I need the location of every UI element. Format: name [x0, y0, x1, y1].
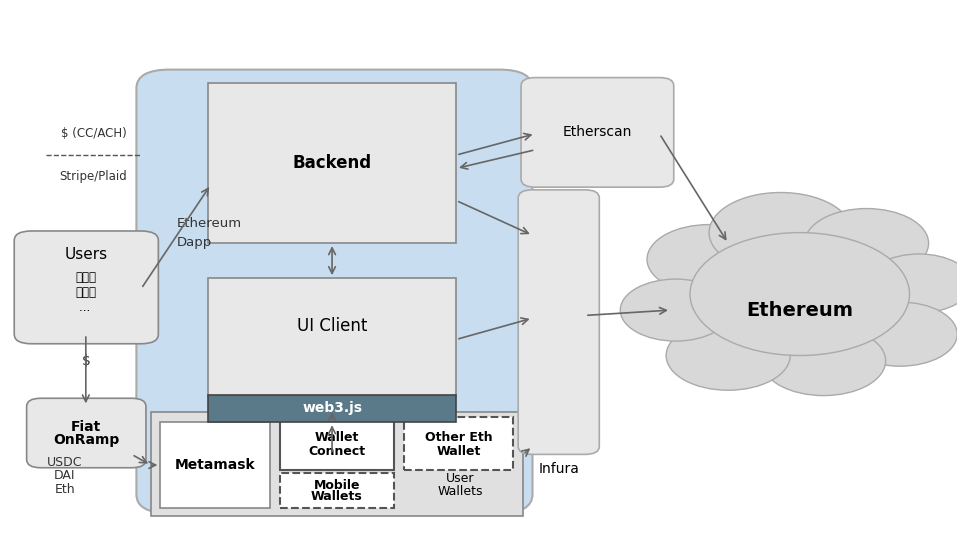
Circle shape — [843, 302, 957, 366]
FancyBboxPatch shape — [14, 231, 158, 344]
Text: Metamask: Metamask — [175, 458, 255, 472]
Text: Eth: Eth — [55, 483, 75, 496]
Text: web3.js: web3.js — [302, 401, 362, 415]
FancyBboxPatch shape — [160, 422, 270, 508]
FancyBboxPatch shape — [521, 78, 674, 187]
Text: Ethereum: Ethereum — [177, 217, 242, 230]
Text: Ethereum: Ethereum — [746, 301, 853, 320]
Text: Etherscan: Etherscan — [563, 125, 632, 139]
Text: Wallets: Wallets — [437, 485, 483, 498]
FancyBboxPatch shape — [279, 473, 395, 508]
Text: Infura: Infura — [539, 462, 579, 476]
Text: Stripe/Plaid: Stripe/Plaid — [60, 170, 128, 183]
Circle shape — [867, 254, 960, 313]
FancyBboxPatch shape — [136, 70, 533, 513]
Circle shape — [620, 279, 731, 341]
Text: Connect: Connect — [308, 444, 366, 458]
Text: Dapp: Dapp — [177, 235, 212, 248]
FancyBboxPatch shape — [208, 83, 456, 244]
FancyBboxPatch shape — [518, 190, 599, 454]
Circle shape — [761, 326, 886, 396]
Text: Mobile: Mobile — [314, 478, 360, 491]
FancyBboxPatch shape — [151, 411, 523, 516]
FancyBboxPatch shape — [208, 278, 456, 396]
Text: Wallet: Wallet — [437, 444, 481, 458]
Circle shape — [690, 233, 909, 355]
Text: Users: Users — [64, 247, 108, 262]
Text: USDC: USDC — [47, 456, 83, 469]
Text: 🧑🧑🧑
🧑🧑🧑
...: 🧑🧑🧑 🧑🧑🧑 ... — [76, 271, 97, 314]
Text: Fiat: Fiat — [71, 420, 102, 434]
Text: User: User — [445, 472, 474, 485]
Text: Backend: Backend — [293, 154, 372, 172]
Text: Wallet: Wallet — [315, 431, 359, 444]
Circle shape — [709, 192, 852, 273]
Circle shape — [666, 321, 790, 390]
Text: $: $ — [82, 354, 90, 368]
FancyBboxPatch shape — [403, 417, 514, 470]
Text: $ (CC/ACH): $ (CC/ACH) — [60, 127, 127, 140]
FancyBboxPatch shape — [27, 399, 146, 468]
Text: Wallets: Wallets — [311, 490, 363, 503]
Circle shape — [804, 208, 928, 278]
Text: OnRamp: OnRamp — [53, 434, 119, 448]
Circle shape — [647, 225, 771, 294]
Text: DAI: DAI — [54, 469, 76, 482]
Text: Other Eth: Other Eth — [424, 431, 492, 444]
FancyBboxPatch shape — [279, 417, 395, 470]
Text: UI Client: UI Client — [297, 317, 368, 335]
FancyBboxPatch shape — [208, 395, 456, 422]
